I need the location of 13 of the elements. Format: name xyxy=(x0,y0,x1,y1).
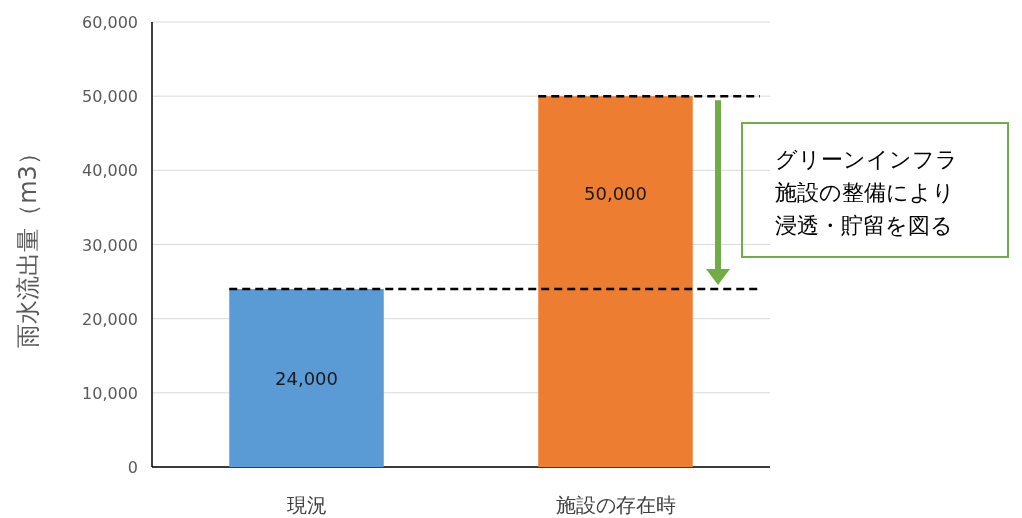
data-label: 24,000 xyxy=(275,368,338,389)
text: グリーンインフラ施設の整備により浸透・貯留を図る xyxy=(775,147,958,238)
y-tick-label: 30,000 xyxy=(82,235,138,255)
x-tick-label: 施設の存在時 xyxy=(555,493,676,517)
y-tick-label: 0 xyxy=(127,458,138,477)
y-tick-label: 20,000 xyxy=(82,309,138,329)
x-tick-label: 現況 xyxy=(286,493,327,517)
y-tick-label: 50,000 xyxy=(82,87,138,107)
y-tick-label: 10,000 xyxy=(82,383,138,403)
y-tick-label: 60,000 xyxy=(82,13,138,32)
y-tick-label: 40,000 xyxy=(82,161,138,181)
data-label: 50,000 xyxy=(584,182,647,204)
y-axis-title: 雨水流出量（m3） xyxy=(14,141,42,348)
